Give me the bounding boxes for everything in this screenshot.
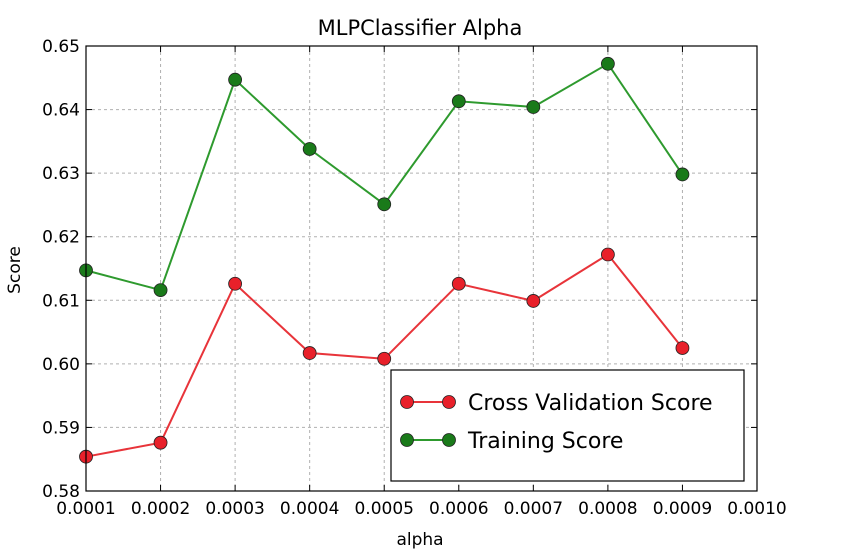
series-1-point <box>228 276 243 291</box>
x-tick-label: 0.0010 <box>727 499 786 519</box>
x-tick-label: 0.0001 <box>56 499 115 519</box>
x-tick-label: 0.0003 <box>205 499 264 519</box>
y-tick-label: 0.61 <box>42 291 80 311</box>
y-tick-label: 0.64 <box>42 101 80 121</box>
x-tick-label: 0.0002 <box>131 499 190 519</box>
series-2-point <box>302 142 317 156</box>
y-tick-label: 0.59 <box>42 418 80 438</box>
series-2-point <box>600 56 615 71</box>
series-1-point <box>526 294 541 308</box>
legend-marker <box>400 395 414 409</box>
x-tick-label: 0.0005 <box>354 499 413 519</box>
series-layer <box>79 56 690 464</box>
plot-frame <box>85 45 758 492</box>
y-tick-label: 0.65 <box>42 37 80 57</box>
x-tick-label: 0.0008 <box>578 499 637 519</box>
y-axis-title: Score <box>5 246 25 294</box>
y-tick-label: 0.58 <box>42 482 80 502</box>
legend-label-2: Training Score <box>467 429 623 454</box>
series-1-point <box>153 435 168 450</box>
y-tick-label: 0.62 <box>42 228 80 248</box>
series-2-point <box>153 283 168 298</box>
series-2-point <box>377 197 392 212</box>
series-2-point <box>451 94 466 109</box>
series-2-point <box>526 100 541 114</box>
legend-marker <box>442 433 456 447</box>
series-2-point <box>675 167 690 182</box>
series-2-point <box>228 72 243 87</box>
legend-marker <box>400 433 414 447</box>
series-1-point <box>600 247 615 262</box>
legend-label-1: Cross Validation Score <box>468 391 713 416</box>
legend: Cross Validation Score Training Score <box>390 369 745 482</box>
series-1-point <box>675 341 690 355</box>
series-1-point <box>451 276 466 291</box>
x-tick-label: 0.0007 <box>504 499 563 519</box>
x-tick-label: 0.0004 <box>280 499 339 519</box>
chart-title: MLPClassifier Alpha <box>318 16 523 40</box>
x-axis-title: alpha <box>396 530 443 550</box>
series-1-point <box>377 351 392 366</box>
series-1-point <box>302 346 317 360</box>
x-tick-label: 0.0009 <box>653 499 712 519</box>
legend-marker <box>442 395 456 409</box>
y-tick-label: 0.63 <box>42 164 80 184</box>
x-tick-label: 0.0006 <box>429 499 488 519</box>
y-tick-label: 0.60 <box>42 355 80 375</box>
axes-layer: 0.0001 0.0002 0.0003 0.0004 0.0005 0.0006 0.00… <box>42 37 787 519</box>
legend-box <box>390 369 745 482</box>
